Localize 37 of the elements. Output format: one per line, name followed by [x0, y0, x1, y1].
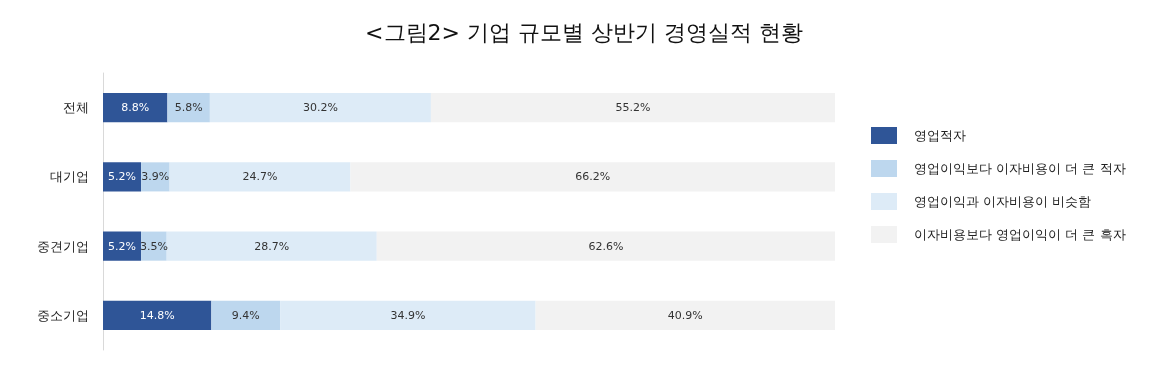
bar [376, 231, 835, 261]
legend-label: 영업적자 [914, 128, 966, 143]
data-label: 8.8% [121, 101, 150, 115]
bar [166, 231, 377, 261]
bar [211, 300, 281, 330]
bar [103, 300, 212, 330]
bar [430, 93, 835, 123]
data-label: 28.7% [254, 239, 290, 253]
y-tick-label: 중소기업 [37, 307, 89, 323]
data-label: 34.9% [390, 308, 426, 322]
data-label: 30.2% [302, 101, 338, 115]
bar [350, 162, 835, 192]
data-label: 5.2% [108, 239, 137, 253]
legend-label: 영업이익과 이자비용이 비슷함 [914, 194, 1092, 209]
data-label: 66.2% [575, 170, 611, 184]
data-label: 5.2% [108, 170, 137, 184]
data-label: 14.8% [139, 308, 175, 322]
bar [167, 93, 210, 123]
chart-title: <그림2> 기업 규모별 상반기 경영실적 현황 [365, 19, 803, 45]
data-label: 40.9% [667, 308, 703, 322]
data-label: 55.2% [615, 101, 651, 115]
data-label: 3.9% [141, 170, 170, 184]
data-label: 3.5% [139, 239, 168, 253]
legend-label: 이자비용보다 영업이익이 더 큰 흑자 [914, 227, 1126, 242]
bar [103, 93, 168, 123]
data-label: 62.6% [588, 239, 624, 253]
data-label: 24.7% [242, 170, 278, 184]
bar [209, 93, 431, 123]
bar [169, 162, 351, 192]
bar [535, 300, 835, 330]
bar [280, 300, 536, 330]
legend-label: 영업이익보다 이자비용이 더 큰 적자 [914, 161, 1126, 176]
data-label: 9.4% [231, 308, 260, 322]
y-tick-label: 전체 [63, 100, 89, 116]
y-tick-label: 대기업 [50, 169, 89, 185]
data-label: 5.8% [174, 101, 203, 115]
y-tick-label: 중견기업 [37, 238, 89, 254]
